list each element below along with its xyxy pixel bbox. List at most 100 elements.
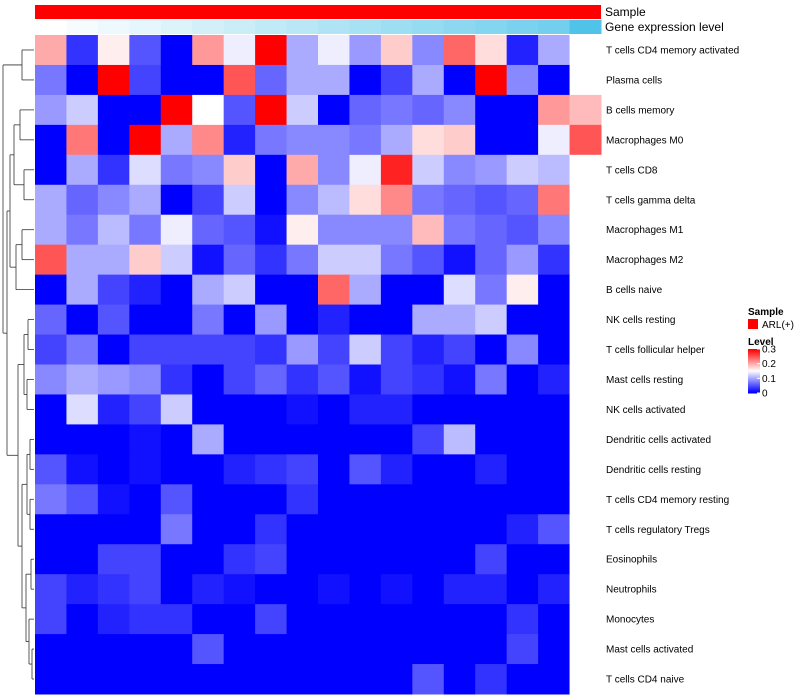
heatmap-cell bbox=[506, 154, 539, 186]
heatmap-cell bbox=[160, 634, 193, 665]
heatmap-cell bbox=[380, 94, 413, 126]
heatmap-cell bbox=[412, 394, 445, 425]
legend-tick-label: 0.3 bbox=[762, 345, 776, 356]
legend-gradient-step bbox=[748, 364, 760, 366]
heatmap-cell bbox=[506, 64, 539, 96]
legend-gradient-step bbox=[748, 389, 760, 392]
heatmap-cell bbox=[349, 94, 382, 126]
heatmap-cell bbox=[318, 35, 350, 66]
annotation-bars: Sample Gene expression level bbox=[35, 5, 724, 34]
legend-gradient-step bbox=[748, 378, 760, 381]
heatmap-cell bbox=[318, 94, 350, 126]
heatmap-cell bbox=[349, 424, 382, 455]
heatmap-cell bbox=[412, 94, 445, 126]
heatmap-cell bbox=[66, 544, 99, 575]
sample-annotation-bar bbox=[35, 5, 601, 19]
heatmap-cell bbox=[506, 244, 539, 276]
heatmap-cell bbox=[506, 94, 539, 126]
legend-gradient-step bbox=[748, 354, 760, 357]
legend-ticks: 0.3 0.2 0.1 0 bbox=[757, 345, 776, 400]
expression-level-cell bbox=[318, 20, 350, 34]
legend-gradient-step bbox=[748, 379, 760, 382]
heatmap-cell bbox=[349, 334, 382, 365]
legend-gradient-step bbox=[748, 371, 760, 373]
heatmap-cell bbox=[443, 94, 476, 126]
heatmap-cell bbox=[538, 454, 571, 485]
heatmap-cell bbox=[538, 64, 571, 96]
heatmap-cell bbox=[66, 64, 99, 96]
row-label: T cells follicular helper bbox=[606, 345, 705, 356]
heatmap-cell bbox=[192, 664, 225, 695]
expression-level-cell bbox=[569, 20, 602, 34]
heatmap-cell bbox=[160, 35, 193, 66]
heatmap-cell bbox=[443, 364, 476, 395]
heatmap-cell bbox=[286, 244, 319, 276]
heatmap-cell bbox=[569, 664, 602, 695]
heatmap-cell bbox=[318, 364, 350, 395]
heatmap-cell bbox=[506, 184, 539, 216]
heatmap-cell bbox=[129, 94, 162, 126]
heatmap-cell bbox=[380, 484, 413, 515]
heatmap-cell bbox=[349, 454, 382, 485]
heatmap-cell bbox=[286, 394, 319, 425]
row-label: Neutrophils bbox=[606, 585, 657, 596]
heatmap-cell bbox=[160, 274, 193, 306]
heatmap-cell bbox=[380, 454, 413, 485]
heatmap-cell bbox=[286, 184, 319, 216]
expression-level-cell bbox=[380, 20, 413, 34]
heatmap-cell bbox=[223, 154, 256, 186]
heatmap-cell bbox=[475, 64, 508, 96]
heatmap-cell bbox=[192, 544, 225, 575]
heatmap-cell bbox=[569, 64, 602, 96]
legend-gradient-step bbox=[748, 355, 760, 358]
heatmap-cell bbox=[255, 574, 288, 605]
heatmap-cell bbox=[380, 604, 413, 635]
heatmap-cell bbox=[97, 154, 130, 186]
heatmap-cell bbox=[255, 94, 288, 126]
heatmap-cell bbox=[129, 304, 162, 336]
heatmap-cell bbox=[97, 604, 130, 635]
heatmap-cell bbox=[160, 214, 193, 246]
heatmap-cell bbox=[129, 184, 162, 216]
heatmap-cell bbox=[129, 454, 162, 485]
heatmap-cell bbox=[443, 634, 476, 665]
heatmap-cells bbox=[35, 35, 602, 695]
heatmap-cell bbox=[35, 454, 67, 485]
heatmap-cell bbox=[380, 514, 413, 545]
heatmap-cell bbox=[255, 484, 288, 515]
heatmap-cell bbox=[443, 424, 476, 455]
heatmap-cell bbox=[569, 394, 602, 425]
row-label: Dendritic cells resting bbox=[606, 465, 701, 476]
heatmap-cell bbox=[97, 35, 130, 66]
heatmap-cell bbox=[443, 244, 476, 276]
heatmap-cell bbox=[506, 484, 539, 515]
legend: Sample ARL(+) Level 0.3 0.2 0.1 0 bbox=[748, 307, 794, 400]
heatmap-cell bbox=[129, 424, 162, 455]
heatmap-cell bbox=[66, 274, 99, 306]
heatmap-cell bbox=[97, 184, 130, 216]
heatmap-cell bbox=[443, 484, 476, 515]
heatmap-cell bbox=[412, 454, 445, 485]
row-label: Mast cells resting bbox=[606, 375, 683, 386]
heatmap-cell bbox=[538, 244, 571, 276]
expression-level-cell bbox=[160, 20, 193, 34]
heatmap-cell bbox=[223, 304, 256, 336]
heatmap-cell bbox=[66, 214, 99, 246]
heatmap-cell bbox=[35, 64, 67, 96]
legend-gradient-step bbox=[748, 391, 760, 394]
heatmap-cell bbox=[129, 35, 162, 66]
heatmap-cell bbox=[160, 574, 193, 605]
heatmap-cell bbox=[538, 634, 571, 665]
legend-gradient-step bbox=[748, 352, 760, 354]
heatmap-cell bbox=[97, 244, 130, 276]
heatmap-cell bbox=[223, 244, 256, 276]
heatmap-cell bbox=[97, 94, 130, 126]
legend-gradient-step bbox=[748, 356, 760, 359]
heatmap-cell bbox=[97, 574, 130, 605]
heatmap-cell bbox=[223, 94, 256, 126]
row-label: B cells memory bbox=[606, 105, 674, 116]
heatmap-cell bbox=[192, 64, 225, 96]
heatmap-cell bbox=[318, 454, 350, 485]
heatmap-cell bbox=[412, 214, 445, 246]
heatmap-cell bbox=[35, 364, 67, 395]
